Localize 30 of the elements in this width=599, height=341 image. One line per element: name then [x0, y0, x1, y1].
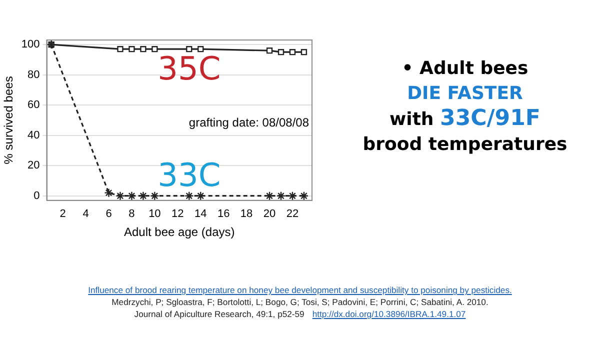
y-tick-label: 0 — [34, 190, 40, 202]
series-label: 35C — [158, 49, 221, 88]
x-tick-label: 4 — [82, 208, 89, 220]
text: DIE FASTER — [406, 82, 524, 106]
text: Medrzychi, P; Sgloastra, F; Bortolotti, L; Bogo, G; Tosi, S; Padovini, E; Porrini, C; Sabatini, A. 2010. — [110, 296, 490, 308]
text: with 33C/91F — [388, 106, 542, 132]
text: brood temperatures — [362, 133, 568, 157]
text: • Adult bees — [400, 57, 530, 81]
text: Influence of brood rearing temperature on honey bee development and susceptibility to poisoning by pesticides. — [88, 285, 512, 295]
x-tick-label: 6 — [106, 208, 112, 220]
x-tick-label: 10 — [148, 208, 161, 220]
text: Journal of Apiculture Research, 49:1, p52-59 — [134, 309, 304, 319]
x-axis-title: Adult bee age (days) — [124, 225, 235, 240]
x-tick-label: 20 — [263, 208, 276, 220]
annotation: grafting date: 08/08/08 — [188, 116, 310, 130]
x-tick-label: 14 — [194, 208, 207, 220]
y-axis-title: % survived bees — [2, 76, 16, 164]
x-tick-label: 22 — [286, 208, 299, 220]
x-tick-label: 2 — [60, 208, 66, 220]
y-tick-label: 40 — [28, 129, 40, 142]
x-tick-label: 16 — [217, 208, 230, 220]
y-tick-label: 60 — [28, 99, 40, 112]
x-tick-label: 8 — [128, 208, 135, 220]
x-tick-label: 18 — [240, 208, 253, 220]
y-tick-label: 80 — [28, 68, 40, 81]
y-tick-label: 20 — [28, 160, 40, 172]
x-tick-label: 12 — [172, 208, 184, 220]
text: http://dx.doi.org/10.3896/IBRA.1.49.1.07 — [312, 309, 466, 319]
series-label: 33C — [158, 156, 221, 194]
y-tick-label: 100 — [21, 38, 40, 51]
